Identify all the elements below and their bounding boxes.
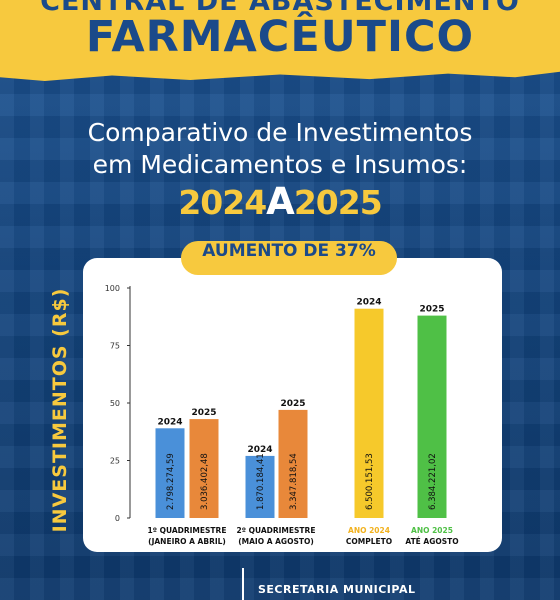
category-sublabel: (MAIO A AGOSTO): [238, 537, 314, 546]
bar-2025: [189, 419, 219, 518]
y-tick-label: 25: [110, 457, 120, 466]
bar-2024: [155, 428, 185, 518]
footer-divider: [242, 568, 244, 600]
year-separator: A: [266, 180, 295, 223]
bar-2024: [245, 455, 275, 518]
heading-line-2: em Medicamentos e Insumos:: [92, 150, 468, 179]
bar-2025: [417, 315, 447, 518]
y-tick-label: 0: [115, 514, 120, 523]
bar-value-label: 3.036.402,48: [200, 453, 210, 510]
bar-year-label: 2024: [247, 445, 272, 455]
year-to: 2025: [293, 183, 383, 222]
bar-value-label: 1.870.184,41: [256, 453, 266, 510]
bar-value-label: 6.500.151,53: [365, 453, 375, 510]
bar-value-label: 6.384.221,02: [428, 453, 438, 510]
category-sublabel: COMPLETO: [346, 537, 392, 546]
bar-value-label: 2.798.274,59: [166, 453, 176, 510]
bar-2024: [354, 308, 384, 518]
bar-value-label: 3.347.818,54: [289, 453, 299, 510]
header-title: FARMACÊUTICO: [85, 12, 475, 62]
category-label: 1º QUADRIMESTRE: [148, 526, 227, 535]
bar-2025: [278, 409, 308, 518]
heading-line-1: Comparativo de Investimentos: [87, 118, 473, 147]
category-sublabel: (JANEIRO A ABRIL): [148, 537, 226, 546]
category-label: ANO 2025: [411, 526, 453, 535]
y-tick-label: 100: [105, 284, 120, 293]
year-from: 2024: [178, 183, 267, 222]
bar-year-label: 2025: [280, 399, 305, 409]
increase-badge: AUMENTO DE 37%: [181, 241, 397, 275]
bar-year-label: 2024: [157, 417, 182, 427]
year-range: 2024A2025: [0, 180, 560, 223]
bar-year-label: 2025: [419, 305, 444, 315]
category-sublabel: ATÉ AGOSTO: [405, 537, 458, 546]
header-band: [0, 0, 560, 81]
y-tick-label: 75: [110, 342, 120, 351]
bar-year-label: 2025: [191, 408, 216, 418]
category-label: ANO 2024: [348, 526, 390, 535]
bar-year-label: 2024: [356, 298, 381, 308]
footer-secretaria: SECRETARIA MUNICIPAL: [258, 583, 416, 596]
y-tick-label: 50: [110, 399, 120, 408]
category-label: 2º QUADRIMESTRE: [237, 526, 316, 535]
header-subtitle: CENTRAL DE ABASTECIMENTO: [40, 0, 520, 17]
